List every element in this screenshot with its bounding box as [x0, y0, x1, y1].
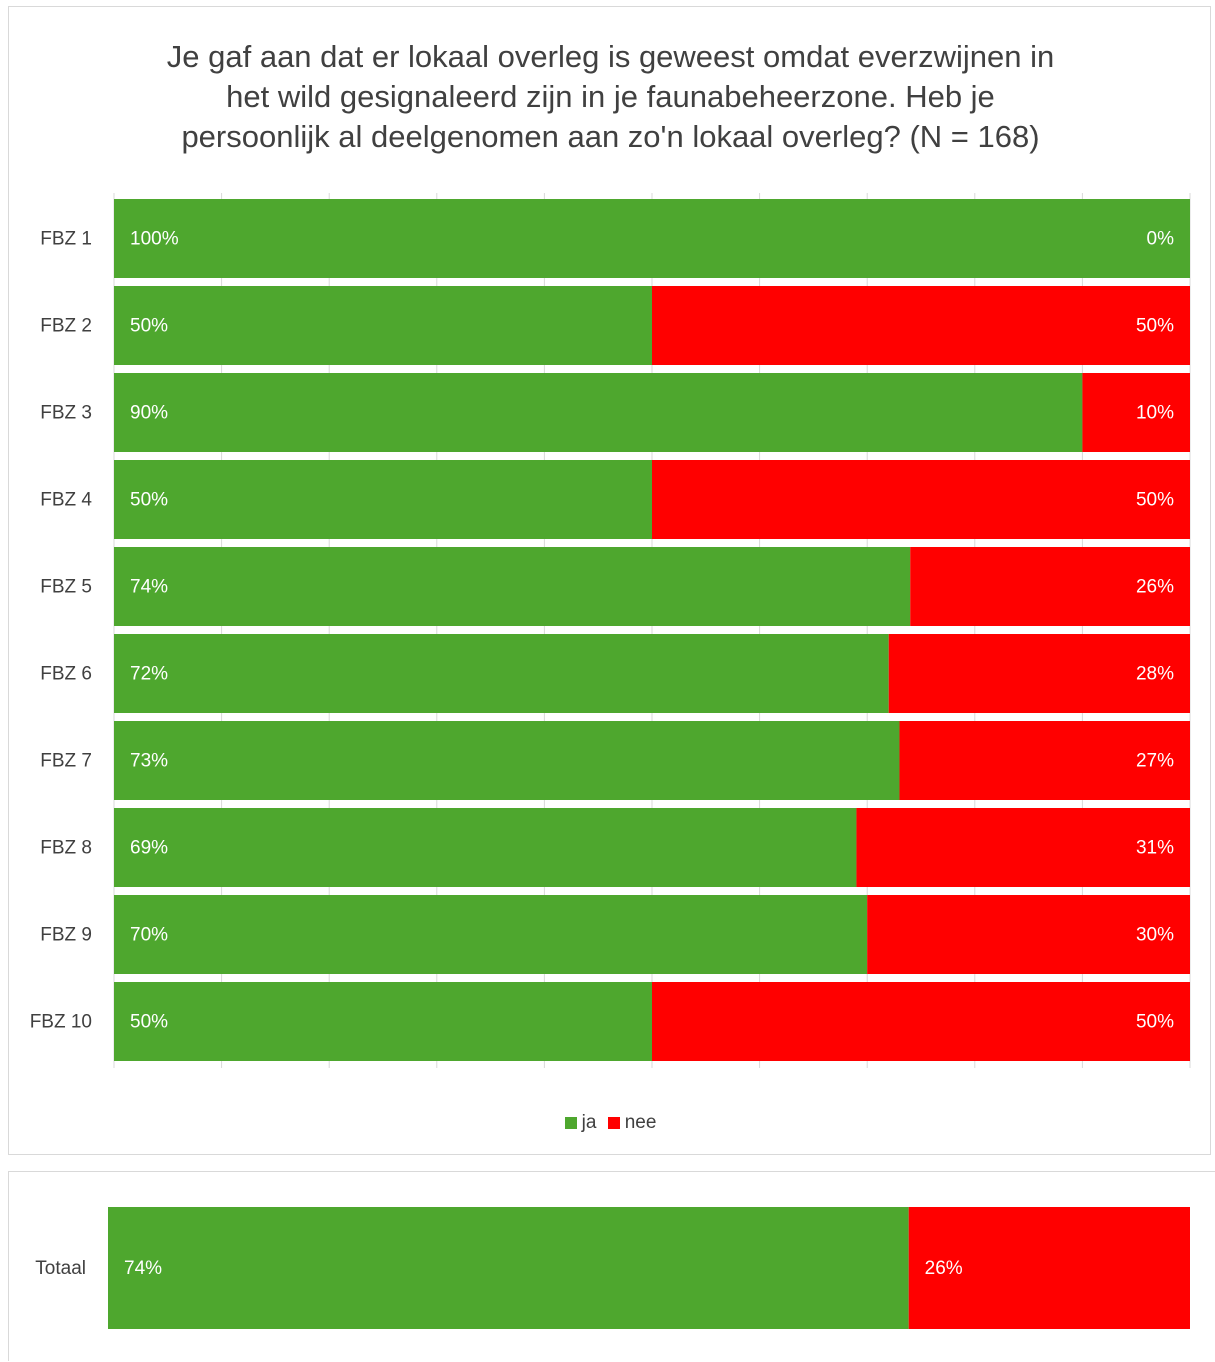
data-label-ja: 69% — [130, 838, 168, 859]
legend-swatch-ja — [564, 1117, 577, 1129]
legend-swatch-nee — [607, 1117, 620, 1129]
bar-ja-fbz-7 — [114, 721, 900, 800]
category-label: FBZ 2 — [40, 316, 92, 337]
data-label-ja: 90% — [130, 403, 168, 424]
data-label-ja: 73% — [130, 751, 168, 772]
category-label: FBZ 4 — [40, 490, 92, 511]
legend-item-ja: ja — [564, 1112, 597, 1134]
bar-nee-fbz-8 — [856, 808, 1190, 887]
data-label-nee: 27% — [1136, 751, 1174, 772]
data-label-nee: 50% — [1136, 490, 1174, 511]
bar-nee-fbz-7 — [899, 721, 1190, 800]
category-label: FBZ 10 — [30, 1012, 92, 1033]
data-label-nee: 50% — [1136, 1012, 1174, 1033]
category-label: FBZ 8 — [40, 838, 92, 859]
bar-ja-fbz-8 — [114, 808, 857, 887]
bar-nee-fbz-3 — [1082, 373, 1190, 452]
category-label: FBZ 9 — [40, 925, 92, 946]
data-label-ja: 50% — [130, 490, 168, 511]
data-label-nee: 50% — [1136, 316, 1174, 337]
category-label: FBZ 1 — [40, 229, 92, 250]
data-label-ja: 50% — [130, 1012, 168, 1033]
bar-nee-fbz-10 — [652, 982, 1190, 1061]
legend-label-ja: ja — [581, 1112, 597, 1133]
bar-ja-fbz-10 — [114, 982, 652, 1061]
bar-ja-fbz-1 — [114, 199, 1190, 278]
bar-nee-fbz-4 — [652, 460, 1190, 539]
data-label-ja: 50% — [130, 316, 168, 337]
legend-label-nee: nee — [624, 1112, 657, 1133]
bar-ja-totaal — [108, 1207, 909, 1329]
bar-nee-fbz-5 — [910, 547, 1190, 626]
bar-nee-totaal — [908, 1207, 1190, 1329]
data-label-nee: 26% — [1136, 577, 1174, 598]
bar-nee-fbz-9 — [867, 895, 1190, 974]
data-label-ja: 100% — [130, 229, 179, 250]
data-label-ja: 74% — [130, 577, 168, 598]
chart-title-line-2: het wild gesignaleerd zijn in je faunabe… — [226, 79, 995, 114]
legend-item-nee: nee — [607, 1112, 657, 1134]
bar-ja-fbz-3 — [114, 373, 1083, 452]
category-label: FBZ 6 — [40, 664, 92, 685]
main-chart-plot: FBZ 1 100% 0% FBZ 2 50% 50% FBZ 3 90% 10% FBZ 4 50… — [30, 193, 1191, 1068]
category-label: FBZ 5 — [40, 577, 92, 598]
bar-ja-fbz-2 — [114, 286, 652, 365]
chart-legend: ja nee — [9, 1112, 1212, 1135]
bar-nee-fbz-2 — [652, 286, 1190, 365]
bar-ja-fbz-9 — [114, 895, 868, 974]
total-chart-panel: Totaal 74% 26% — [8, 1171, 1215, 1361]
chart-title-line-1: Je gaf aan dat er lokaal overleg is gewe… — [166, 39, 1055, 74]
main-chart-panel: Je gaf aan dat er lokaal overleg is gewe… — [8, 6, 1211, 1155]
data-label-nee: 28% — [1136, 664, 1174, 685]
total-chart-plot: Totaal 74% 26% — [35, 1207, 1190, 1329]
data-label-nee: 26% — [925, 1258, 963, 1279]
data-label-nee: 10% — [1136, 403, 1174, 424]
data-label-ja: 70% — [130, 925, 168, 946]
data-label-ja: 74% — [124, 1258, 162, 1279]
bar-ja-fbz-5 — [114, 547, 911, 626]
data-label-ja: 72% — [130, 664, 168, 685]
bar-ja-fbz-4 — [114, 460, 652, 539]
category-label: FBZ 7 — [40, 751, 92, 772]
data-label-nee: 30% — [1136, 925, 1174, 946]
bar-nee-fbz-6 — [888, 634, 1190, 713]
category-label: Totaal — [35, 1258, 86, 1279]
bar-ja-fbz-6 — [114, 634, 889, 713]
chart-title-line-3: persoonlijk al deelgenomen aan zo'n loka… — [181, 119, 1040, 154]
chart-title: Je gaf aan dat er lokaal overleg is gewe… — [9, 37, 1212, 157]
data-label-nee: 0% — [1147, 229, 1175, 250]
data-label-nee: 31% — [1136, 838, 1174, 859]
category-label: FBZ 3 — [40, 403, 92, 424]
